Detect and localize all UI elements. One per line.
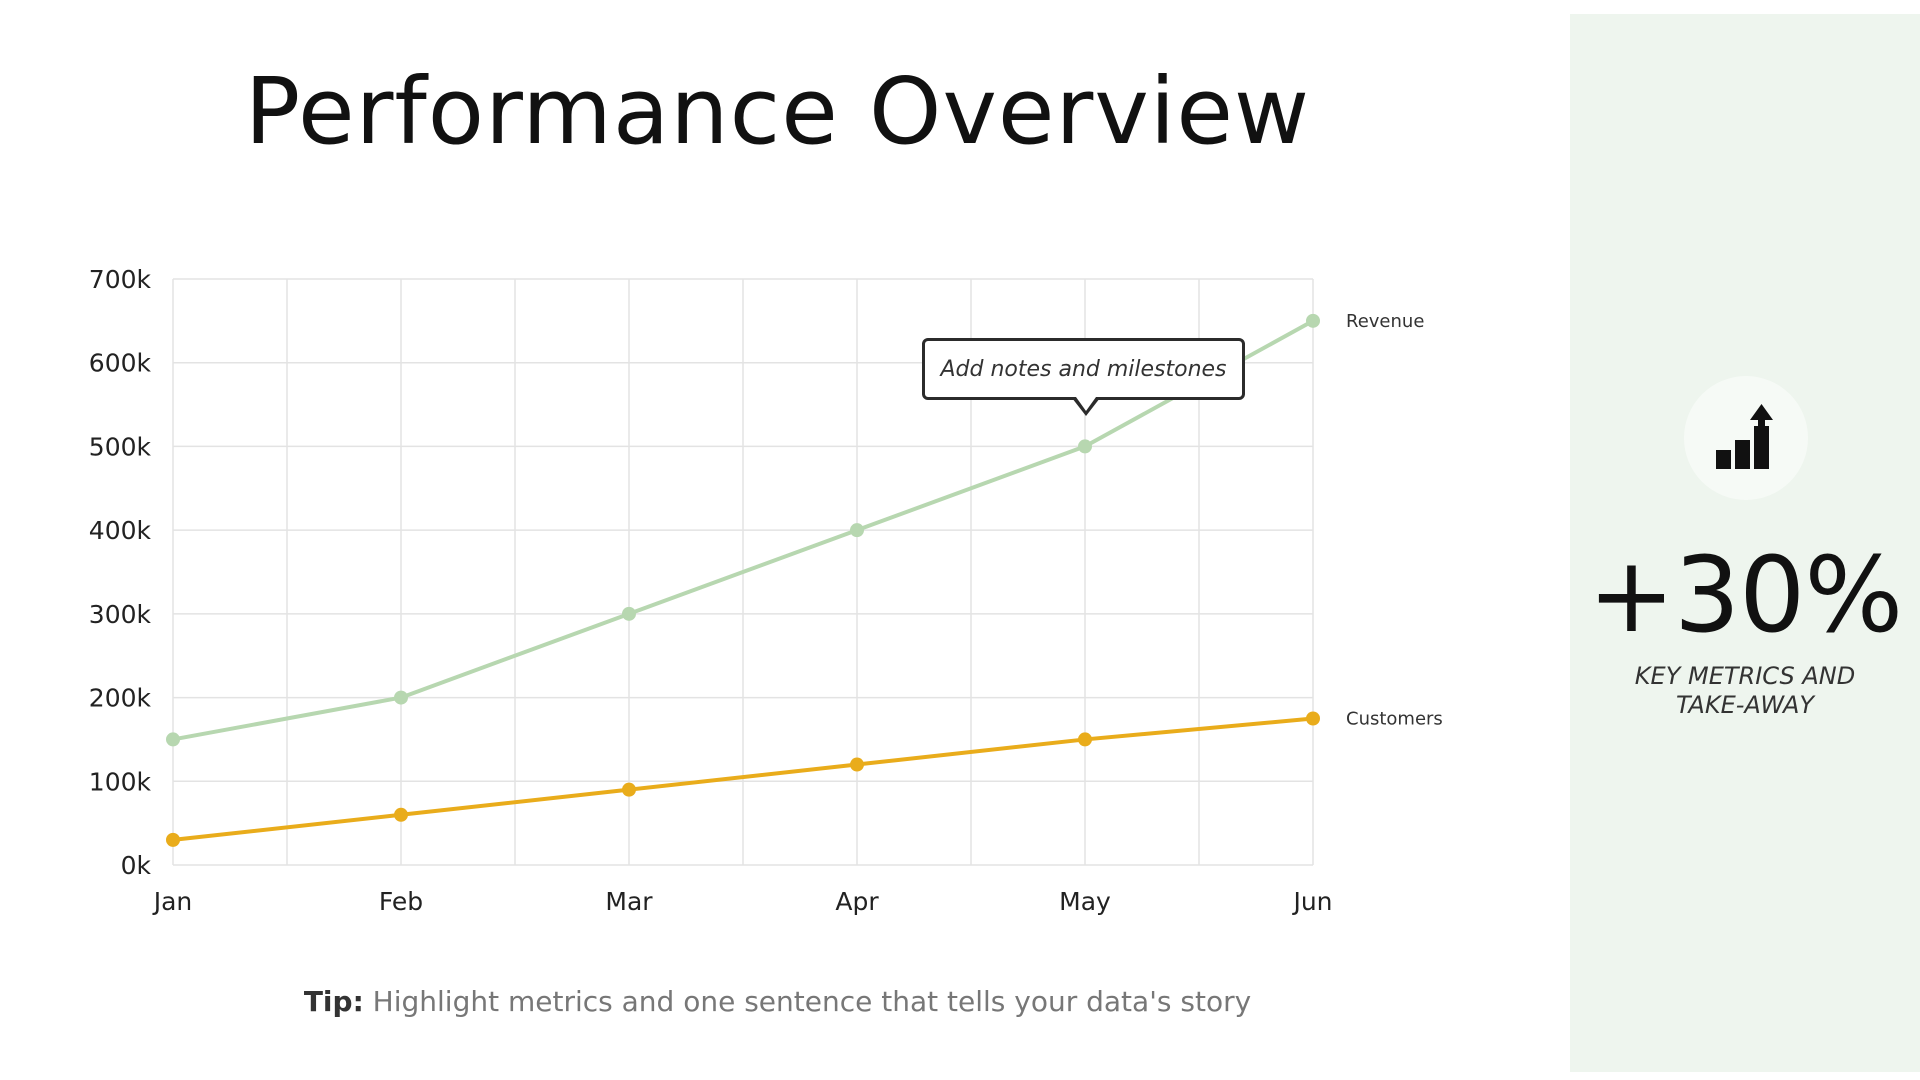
revenue-series-label: Revenue — [1346, 311, 1424, 332]
x-tick-label: May — [1059, 887, 1111, 916]
page-title: Performance Overview — [244, 58, 1311, 165]
customers-point — [394, 807, 408, 822]
key-metric-value: +30% — [1587, 534, 1903, 656]
bar-chart-up-arrow-icon — [1684, 376, 1808, 500]
key-metric-label-line2: TAKE-AWAY — [1675, 691, 1815, 719]
revenue-point — [1078, 439, 1092, 454]
annotation-text: Add notes and milestones — [940, 356, 1227, 382]
key-metric-label: KEY METRICS AND TAKE-AWAY — [1590, 662, 1900, 720]
chart-svg: 0k 100k 200k 300k 400k 500k 600k 700k Jan Feb Mar A… — [89, 265, 1443, 916]
revenue-point — [1306, 313, 1320, 328]
tip-text: Tip: Highlight metrics and one sentence … — [0, 985, 1555, 1018]
x-tick-label: Jan — [152, 887, 193, 916]
key-metric-label-line1: KEY METRICS AND — [1634, 662, 1856, 690]
customers-line — [171, 716, 1315, 842]
y-tick-label: 600k — [89, 349, 152, 378]
customers-point — [622, 782, 636, 797]
revenue-point — [850, 523, 864, 538]
revenue-line — [171, 318, 1315, 742]
y-tick-label: 100k — [89, 767, 152, 796]
line-chart: 0k 100k 200k 300k 400k 500k 600k 700k Jan Feb Mar A… — [89, 265, 1443, 916]
annotation-callout-tail-fill — [1076, 397, 1096, 411]
y-tick-label: 700k — [89, 265, 152, 294]
customers-point — [1078, 732, 1092, 747]
customers-point — [1306, 711, 1320, 726]
x-tick-label: Apr — [835, 887, 879, 916]
y-tick-label: 200k — [89, 684, 152, 713]
annotation-callout[interactable]: Add notes and milestones — [922, 338, 1245, 400]
x-tick-label: Mar — [605, 887, 653, 916]
x-tick-label: Jun — [1291, 887, 1332, 916]
y-tick-label: 500k — [89, 432, 152, 461]
x-tick-label: Feb — [379, 887, 423, 916]
y-tick-label: 400k — [89, 516, 152, 545]
revenue-point — [622, 606, 636, 621]
key-metric-panel: +30% KEY METRICS AND TAKE-AWAY — [1570, 14, 1920, 1072]
tip-label: Tip: — [303, 985, 364, 1018]
tip-body: Highlight metrics and one sentence that … — [372, 985, 1252, 1018]
y-tick-label: 0k — [121, 851, 152, 880]
y-tick-label: 300k — [89, 600, 152, 629]
revenue-point — [166, 732, 180, 747]
customers-point — [166, 832, 180, 847]
revenue-point — [394, 690, 408, 705]
customers-point — [850, 757, 864, 772]
customers-series-label: Customers — [1346, 709, 1443, 730]
